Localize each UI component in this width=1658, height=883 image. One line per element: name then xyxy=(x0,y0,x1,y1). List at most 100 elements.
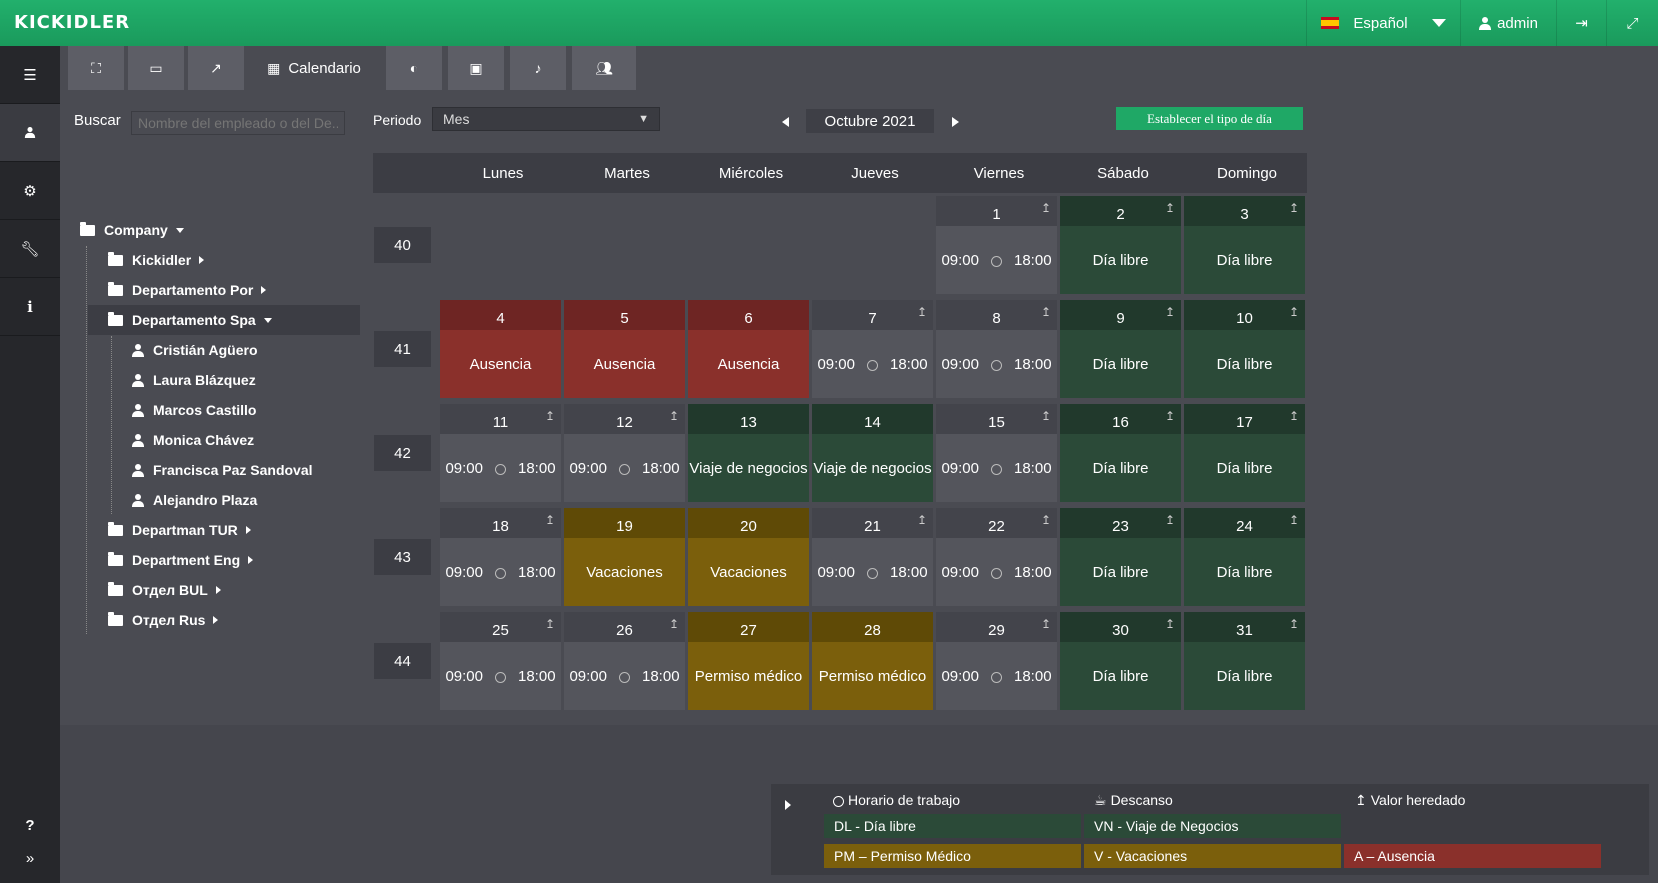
day-number: 8 xyxy=(936,300,1057,330)
legend-work-hours: Horario de trabajo xyxy=(823,788,960,812)
day-content: Día libre xyxy=(1060,538,1181,606)
clock-icon xyxy=(991,567,1002,579)
calendar-icon: ▦ xyxy=(267,59,281,76)
calendar-day[interactable]: 14 Viaje de negocios xyxy=(812,404,933,502)
day-content: Día libre xyxy=(1060,330,1181,398)
tree-employee[interactable]: Francisca Paz Sandoval xyxy=(132,455,313,485)
set-day-type-button[interactable]: Establecer el tipo de día xyxy=(1116,107,1303,130)
day-number: 11 xyxy=(440,404,561,434)
tree-dept-selected[interactable]: Departamento Spa xyxy=(88,305,360,335)
day-number: 26 xyxy=(564,612,685,642)
tree-employee[interactable]: Cristián Agüero xyxy=(132,335,258,365)
fullscreen-button[interactable]: ⤢ xyxy=(1606,0,1658,46)
tree-label: Departamento Por xyxy=(132,282,254,298)
calendar-day[interactable]: 7 ↥ 09:00 18:00 xyxy=(812,300,933,398)
tab-structure[interactable]: ⛶ xyxy=(68,46,124,90)
weekday-header: Sábado xyxy=(1097,164,1149,182)
nav-tools[interactable]: 🔧︎ xyxy=(0,220,60,278)
calendar-day[interactable]: 15 ↥ 09:00 18:00 xyxy=(936,404,1057,502)
calendar-day[interactable]: 23 ↥ Día libre xyxy=(1060,508,1181,606)
clock-icon xyxy=(619,671,630,683)
tree-dept[interactable]: Departamento Por xyxy=(108,275,267,305)
tab-monitor[interactable]: ▭ xyxy=(128,46,184,90)
caret-right-icon xyxy=(213,616,219,624)
legend-inherited: ↥ Valor heredado xyxy=(1345,788,1465,812)
tab-notifications[interactable]: ♪ xyxy=(510,46,566,90)
calendar-day[interactable]: 25 ↥ 09:00 18:00 xyxy=(440,612,561,710)
language-selector[interactable]: Español xyxy=(1306,0,1460,46)
calendar-day[interactable]: 12 ↥ 09:00 18:00 xyxy=(564,404,685,502)
tab-users[interactable]: 👥︎ xyxy=(572,46,636,90)
tab-analytics[interactable]: ↗ xyxy=(188,46,244,90)
search-input[interactable] xyxy=(131,111,345,135)
calendar-day[interactable]: 10 ↥ Día libre xyxy=(1184,300,1305,398)
calendar-day[interactable]: 4 Ausencia xyxy=(440,300,561,398)
tree-dept[interactable]: Kickidler xyxy=(108,245,205,275)
calendar-day[interactable]: 9 ↥ Día libre xyxy=(1060,300,1181,398)
tree-dept[interactable]: Отдел Rus xyxy=(108,605,219,635)
tree-dept[interactable]: Departman TUR xyxy=(108,515,251,545)
day-type-label: Ausencia xyxy=(593,355,656,373)
tab-toggle[interactable]: ◐ xyxy=(386,46,442,90)
day-number: 3 xyxy=(1184,196,1305,226)
user-icon xyxy=(132,493,144,507)
calendar-day[interactable]: 31 ↥ Día libre xyxy=(1184,612,1305,710)
calendar-day[interactable]: 18 ↥ 09:00 18:00 xyxy=(440,508,561,606)
calendar-day[interactable]: 5 Ausencia xyxy=(564,300,685,398)
end-time: 18:00 xyxy=(890,563,928,581)
calendar-day[interactable]: 21 ↥ 09:00 18:00 xyxy=(812,508,933,606)
calendar-day[interactable]: 3 ↥ Día libre xyxy=(1184,196,1305,294)
nav-settings[interactable]: ⚙ xyxy=(0,162,60,220)
nav-expand[interactable]: » xyxy=(0,836,60,880)
user-menu[interactable]: admin xyxy=(1460,0,1556,46)
end-time: 18:00 xyxy=(518,667,556,685)
legend-toggle-button[interactable] xyxy=(785,800,791,810)
calendar-day[interactable]: 2 ↥ Día libre xyxy=(1060,196,1181,294)
calendar-day[interactable]: 30 ↥ Día libre xyxy=(1060,612,1181,710)
nav-list[interactable]: ☰ xyxy=(0,46,60,104)
calendar-day[interactable]: 1 ↥ 09:00 18:00 xyxy=(936,196,1057,294)
inherited-icon: ↥ xyxy=(916,513,927,527)
calendar-day[interactable]: 29 ↥ 09:00 18:00 xyxy=(936,612,1057,710)
calendar-day[interactable]: 16 ↥ Día libre xyxy=(1060,404,1181,502)
logout-icon: ⇥ xyxy=(1575,15,1588,32)
nav-employees[interactable] xyxy=(0,104,60,162)
calendar-day[interactable]: 17 ↥ Día libre xyxy=(1184,404,1305,502)
calendar-day[interactable]: 22 ↥ 09:00 18:00 xyxy=(936,508,1057,606)
week-number: 40 xyxy=(374,227,431,263)
calendar-day[interactable]: 27 Permiso médico xyxy=(688,612,809,710)
legend-v: V - Vacaciones xyxy=(1084,844,1341,868)
logout-button[interactable]: ⇥ xyxy=(1556,0,1606,46)
inherited-icon: ↥ xyxy=(668,409,679,423)
calendar-day[interactable]: 11 ↥ 09:00 18:00 xyxy=(440,404,561,502)
calendar-day[interactable]: 6 Ausencia xyxy=(688,300,809,398)
prev-month-button[interactable] xyxy=(782,117,789,127)
calendar-day[interactable]: 20 Vacaciones xyxy=(688,508,809,606)
day-content: 09:00 18:00 xyxy=(564,642,685,710)
start-time: 09:00 xyxy=(941,355,979,373)
logo: KICKIDLER xyxy=(14,12,131,33)
inherited-icon: ↥ xyxy=(1355,791,1367,808)
nav-info[interactable]: i xyxy=(0,278,60,336)
language-label: Español xyxy=(1353,14,1408,32)
day-content: 09:00 18:00 xyxy=(936,434,1057,502)
tab-calendar[interactable]: ▦ Calendario xyxy=(248,46,380,90)
calendar-day[interactable]: 19 Vacaciones xyxy=(564,508,685,606)
tree-root-company[interactable]: Company xyxy=(80,215,184,245)
calendar-day[interactable]: 28 Permiso médico xyxy=(812,612,933,710)
tree-employee[interactable]: Laura Blázquez xyxy=(132,365,256,395)
calendar-day[interactable]: 24 ↥ Día libre xyxy=(1184,508,1305,606)
tab-id-card[interactable]: ▣ xyxy=(448,46,504,90)
calendar-day[interactable]: 13 Viaje de negocios xyxy=(688,404,809,502)
tree-employee[interactable]: Alejandro Plaza xyxy=(132,485,257,515)
tree-dept[interactable]: Отдел BUL xyxy=(108,575,221,605)
calendar-day[interactable]: 8 ↥ 09:00 18:00 xyxy=(936,300,1057,398)
calendar-day[interactable]: 26 ↥ 09:00 18:00 xyxy=(564,612,685,710)
day-type-label: Día libre xyxy=(1092,563,1149,581)
nav-help[interactable]: ? xyxy=(0,796,60,854)
period-select[interactable]: Mes ▼ xyxy=(432,107,660,131)
tree-dept[interactable]: Department Eng xyxy=(108,545,254,575)
tree-employee[interactable]: Monica Chávez xyxy=(132,425,254,455)
next-month-button[interactable] xyxy=(952,117,959,127)
tree-employee[interactable]: Marcos Castillo xyxy=(132,395,256,425)
